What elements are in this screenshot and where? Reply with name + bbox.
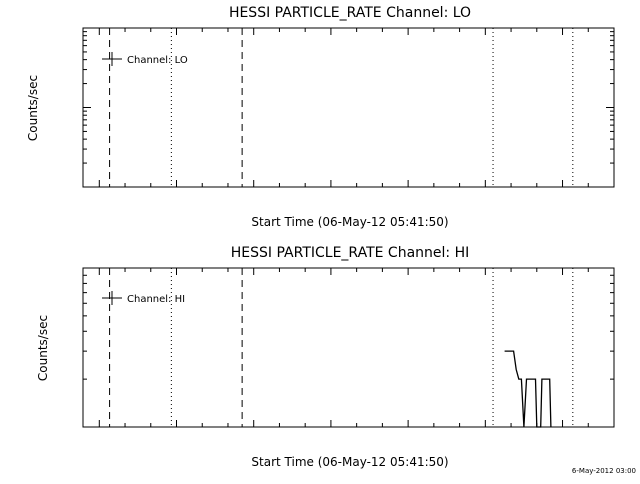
x-axis-label: Start Time (06-May-12 05:41:50) [251, 215, 448, 229]
y-axis-label: Counts/sec [26, 75, 40, 141]
data-series-line [504, 350, 552, 428]
panel-hi: HESSI PARTICLE_RATE Channel: HI Start Ti… [36, 245, 615, 469]
chart-title: HESSI PARTICLE_RATE Channel: LO [229, 5, 471, 21]
x-axis-label: Start Time (06-May-12 05:41:50) [251, 455, 448, 469]
legend-label: Channel: HI [127, 294, 185, 305]
y-axis-label: Counts/sec [36, 315, 50, 381]
chart-title: HESSI PARTICLE_RATE Channel: HI [231, 245, 469, 261]
legend-label: Channel: LO [127, 55, 188, 66]
plot-frame [82, 267, 615, 428]
panel-lo: HESSI PARTICLE_RATE Channel: LO Start Ti… [26, 5, 615, 229]
footer-timestamp: 6-May-2012 03:00 [572, 467, 636, 475]
plot-frame [82, 27, 615, 188]
